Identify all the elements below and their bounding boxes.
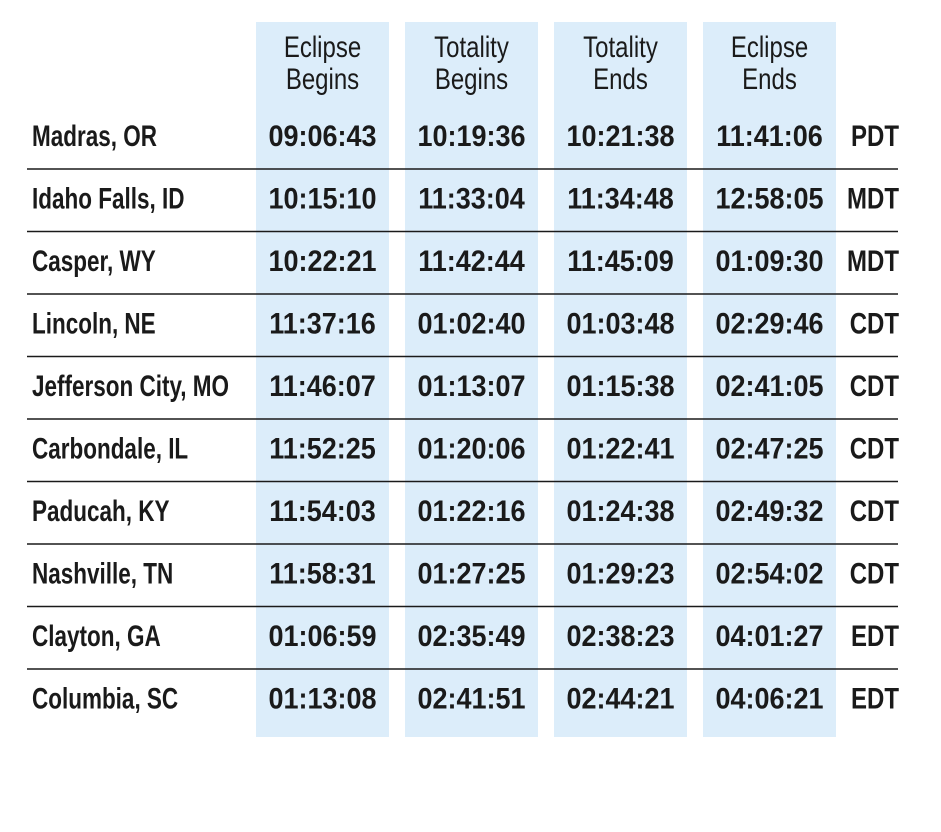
column-header: Totality <box>434 29 509 63</box>
column-header: Eclipse <box>731 29 808 63</box>
city: Carbondale, IL <box>32 431 188 465</box>
time: 02:49:32 <box>716 495 824 529</box>
time: 09:06:43 <box>269 120 377 154</box>
time: 01:03:48 <box>567 307 675 341</box>
time: 11:46:07 <box>269 370 376 404</box>
time: 11:33:04 <box>418 182 525 216</box>
city: Idaho Falls, ID <box>32 181 184 215</box>
time: 11:45:09 <box>567 245 674 279</box>
time: 11:41:06 <box>716 120 823 154</box>
time-zone: CDT <box>850 306 900 340</box>
time: 01:22:16 <box>418 495 526 529</box>
column-header: Eclipse <box>284 29 361 63</box>
time: 01:29:23 <box>567 557 675 591</box>
time-zone: CDT <box>850 556 900 590</box>
time: 10:22:21 <box>269 245 377 279</box>
time-zone: MDT <box>847 243 899 277</box>
time-zone: PDT <box>851 118 899 152</box>
time-zone: EDT <box>851 618 899 652</box>
time: 01:13:08 <box>269 682 377 716</box>
time: 10:21:38 <box>567 120 675 154</box>
time: 11:37:16 <box>269 307 376 341</box>
time: 02:47:25 <box>716 432 824 466</box>
time: 11:54:03 <box>269 495 376 529</box>
time-zone: EDT <box>851 681 899 715</box>
column-band <box>256 22 389 737</box>
time: 12:58:05 <box>716 182 824 216</box>
column-header: Begins <box>286 61 359 95</box>
time: 02:38:23 <box>567 620 675 654</box>
time: 02:29:46 <box>716 307 824 341</box>
time: 01:27:25 <box>418 557 526 591</box>
time: 01:13:07 <box>418 370 526 404</box>
city: Clayton, GA <box>32 619 161 653</box>
time-zone: CDT <box>850 431 900 465</box>
city: Jefferson City, MO <box>32 369 229 403</box>
time: 01:22:41 <box>567 432 675 466</box>
city: Columbia, SC <box>32 681 178 715</box>
time: 11:58:31 <box>269 557 376 591</box>
time: 11:52:25 <box>269 432 376 466</box>
time: 10:19:36 <box>418 120 526 154</box>
city: Nashville, TN <box>32 556 173 590</box>
column-header: Begins <box>435 61 508 95</box>
column-header: Ends <box>593 61 648 95</box>
time: 02:41:51 <box>418 682 526 716</box>
time: 02:35:49 <box>418 620 526 654</box>
time: 01:09:30 <box>716 245 824 279</box>
time: 11:42:44 <box>418 245 525 279</box>
time: 01:02:40 <box>418 307 526 341</box>
time-zone: CDT <box>850 493 900 527</box>
time: 04:06:21 <box>716 682 824 716</box>
time-zone: MDT <box>847 181 899 215</box>
city: Lincoln, NE <box>32 306 156 340</box>
column-band <box>703 22 836 737</box>
city: Casper, WY <box>32 244 156 278</box>
time-zone: CDT <box>850 368 900 402</box>
city: Madras, OR <box>32 119 157 153</box>
time: 01:24:38 <box>567 495 675 529</box>
column-band <box>405 22 538 737</box>
column-band <box>554 22 687 737</box>
time: 02:41:05 <box>716 370 824 404</box>
time: 01:06:59 <box>269 620 377 654</box>
time: 02:44:21 <box>567 682 675 716</box>
time: 10:15:10 <box>269 182 377 216</box>
time: 01:15:38 <box>567 370 675 404</box>
city: Paducah, KY <box>32 494 170 528</box>
time: 11:34:48 <box>567 182 674 216</box>
column-header: Totality <box>583 29 658 63</box>
time: 01:20:06 <box>418 432 526 466</box>
column-header: Ends <box>742 61 797 95</box>
time: 02:54:02 <box>716 557 824 591</box>
time: 04:01:27 <box>716 620 824 654</box>
